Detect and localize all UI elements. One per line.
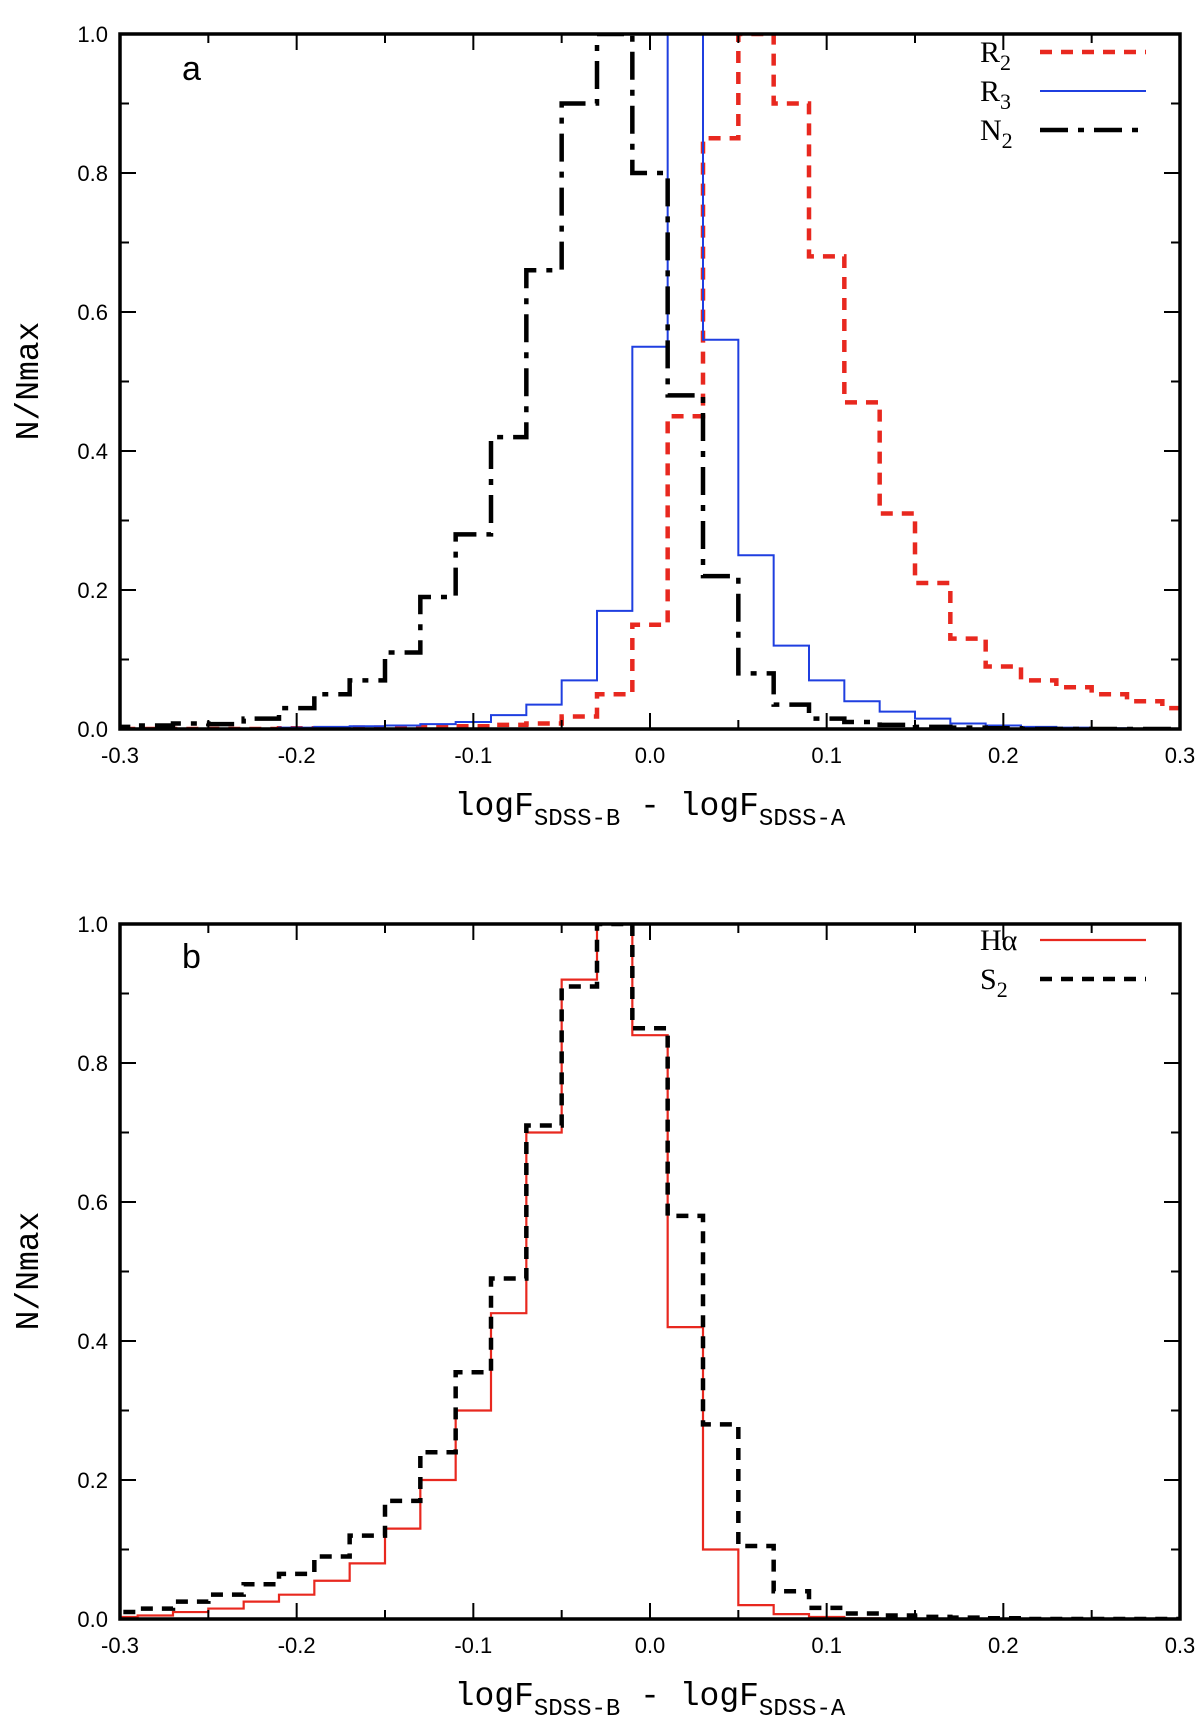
panel-a: -0.3 -0.2 -0.1 0.0 0.1 0.2 0.3 0.0 0.2 0.4 0.6 0.8 1… bbox=[11, 22, 1195, 833]
x-tick-label: 0.0 bbox=[635, 743, 666, 768]
x-label-subscript-b: SDSS-B bbox=[534, 806, 620, 833]
x-label-subscript-a: SDSS-A bbox=[759, 806, 846, 833]
legend-entry-r2: R2 bbox=[980, 36, 1146, 75]
series-line-s2-panel-b bbox=[120, 924, 1180, 1619]
x-tick-label: 0.3 bbox=[1165, 1633, 1196, 1658]
panel-b-series bbox=[120, 924, 1180, 1619]
panel-b-y-axis-label: N/Nmax bbox=[11, 1212, 48, 1331]
x-label-middle: - logF bbox=[620, 1678, 759, 1715]
panel-b-letter: b bbox=[182, 938, 201, 976]
x-label-middle: - logF bbox=[620, 788, 759, 825]
legend-label-r2: R2 bbox=[980, 36, 1011, 75]
legend-entry-n2: N2 bbox=[980, 114, 1146, 153]
y-tick-label: 0.8 bbox=[77, 161, 108, 186]
x-tick-label: 0.1 bbox=[811, 1633, 842, 1658]
panel-a-ticks: -0.3 -0.2 -0.1 0.0 0.1 0.2 0.3 0.0 0.2 0.4 0.6 0.8 1… bbox=[77, 22, 1195, 768]
panel-b-legend: Hα S2 bbox=[980, 924, 1146, 1002]
series-line-h-panel-b bbox=[120, 924, 1180, 1619]
y-tick-label: 0.6 bbox=[77, 1190, 108, 1215]
panel-a-letter: a bbox=[182, 50, 201, 88]
series-line-r3-panel-a bbox=[120, 34, 1180, 729]
x-label-main: logF bbox=[455, 1678, 534, 1715]
panel-a-series bbox=[120, 34, 1180, 729]
x-label-subscript-a: SDSS-A bbox=[759, 1696, 846, 1717]
x-tick-label: -0.3 bbox=[101, 743, 139, 768]
x-tick-label: 0.2 bbox=[988, 1633, 1019, 1658]
x-label-main: logF bbox=[455, 788, 534, 825]
panel-b-x-axis-label: logFSDSS-B - logFSDSS-A bbox=[455, 1678, 846, 1717]
legend-label-s2: S2 bbox=[980, 963, 1008, 1002]
panel-a-y-axis-label: N/Nmax bbox=[11, 322, 48, 441]
x-tick-label: -0.3 bbox=[101, 1633, 139, 1658]
y-tick-label: 0.6 bbox=[77, 300, 108, 325]
y-tick-label: 1.0 bbox=[77, 22, 108, 47]
y-tick-label: 0.8 bbox=[77, 1051, 108, 1076]
y-tick-label: 0.4 bbox=[77, 1329, 108, 1354]
panel-b-ticks: -0.3 -0.2 -0.1 0.0 0.1 0.2 0.3 0.0 0.2 0.4 0.6 0.8 1… bbox=[77, 912, 1195, 1658]
x-tick-label: -0.1 bbox=[454, 743, 492, 768]
x-tick-label: 0.1 bbox=[811, 743, 842, 768]
panel-a-legend: R2 R3 N2 bbox=[980, 36, 1146, 153]
x-tick-label: 0.3 bbox=[1165, 743, 1196, 768]
y-tick-label: 0.0 bbox=[77, 1607, 108, 1632]
y-tick-label: 0.2 bbox=[77, 1468, 108, 1493]
y-tick-label: 0.0 bbox=[77, 717, 108, 742]
x-label-subscript-b: SDSS-B bbox=[534, 1696, 620, 1717]
y-tick-label: 1.0 bbox=[77, 912, 108, 937]
series-line-r2-panel-a bbox=[120, 34, 1180, 729]
x-tick-label: -0.1 bbox=[454, 1633, 492, 1658]
legend-label-halpha: Hα bbox=[980, 924, 1018, 957]
x-tick-label: 0.0 bbox=[635, 1633, 666, 1658]
legend-entry-r3: R3 bbox=[980, 75, 1146, 114]
legend-entry-s2: S2 bbox=[980, 963, 1146, 1002]
legend-label-n2: N2 bbox=[980, 114, 1013, 153]
x-tick-label: -0.2 bbox=[278, 1633, 316, 1658]
x-tick-label: 0.2 bbox=[988, 743, 1019, 768]
y-tick-label: 0.4 bbox=[77, 439, 108, 464]
panel-b-plot-frame bbox=[118, 922, 1182, 1621]
x-tick-label: -0.2 bbox=[278, 743, 316, 768]
panel-a-x-axis-label: logFSDSS-B - logFSDSS-A bbox=[455, 788, 846, 833]
legend-entry-halpha: Hα bbox=[980, 924, 1146, 957]
panel-b: -0.3 -0.2 -0.1 0.0 0.1 0.2 0.3 0.0 0.2 0.4 0.6 0.8 1… bbox=[11, 912, 1195, 1717]
y-tick-label: 0.2 bbox=[77, 578, 108, 603]
legend-label-r3: R3 bbox=[980, 75, 1011, 114]
